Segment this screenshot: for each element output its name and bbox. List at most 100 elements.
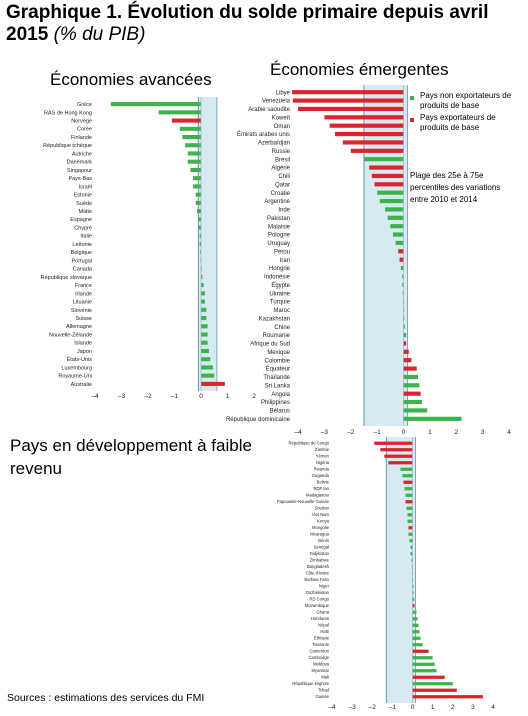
bar-2-4 bbox=[400, 467, 413, 471]
bar-1-37 bbox=[403, 399, 422, 405]
category-label-2-33: Cambodge bbox=[309, 655, 330, 660]
bar-0-13 bbox=[197, 209, 201, 214]
bar-2-2 bbox=[384, 454, 413, 458]
category-label-1-8: Brésil bbox=[275, 157, 290, 163]
category-label-2-1: Zambie bbox=[315, 447, 330, 452]
bar-2-37 bbox=[412, 682, 453, 686]
bar-0-17 bbox=[199, 241, 201, 247]
bar-1-4 bbox=[329, 123, 404, 128]
category-label-0-27: Allemagne bbox=[66, 324, 92, 330]
bar-1-34 bbox=[403, 374, 419, 380]
category-label-1-26: Maroc bbox=[273, 308, 290, 314]
bar-0-7 bbox=[187, 159, 201, 164]
x-tick-2-7: 3 bbox=[471, 704, 475, 711]
category-label-2-3: Nigéria bbox=[316, 460, 330, 465]
category-label-1-33: Équateur bbox=[266, 366, 290, 373]
bar-0-27 bbox=[201, 324, 208, 329]
bar-0-10 bbox=[193, 184, 201, 189]
bar-2-6 bbox=[403, 480, 413, 484]
legend-swatch-exporters bbox=[410, 118, 414, 122]
category-label-2-36: Mali bbox=[321, 675, 329, 680]
bar-1-7 bbox=[350, 148, 404, 153]
category-label-0-32: Luxembourg bbox=[61, 365, 92, 371]
bar-1-35 bbox=[403, 383, 420, 388]
bar-2-29 bbox=[412, 630, 420, 634]
bar-1-10 bbox=[371, 173, 404, 179]
bar-1-32 bbox=[403, 358, 412, 363]
bar-0-0 bbox=[110, 102, 201, 107]
bar-1-0 bbox=[292, 90, 404, 95]
category-label-0-4: Finlande bbox=[71, 135, 92, 141]
x-tick-2-0: –4 bbox=[328, 704, 336, 711]
x-tick-2-1: –3 bbox=[349, 704, 357, 711]
category-label-0-6: Autriche bbox=[72, 151, 92, 157]
x-tick-0-4: 0 bbox=[199, 393, 203, 400]
bar-1-3 bbox=[324, 115, 404, 120]
bar-1-29 bbox=[403, 332, 407, 338]
category-label-2-19: Bangladesh bbox=[307, 564, 330, 569]
bar-0-4 bbox=[182, 134, 201, 140]
chart-title-unit: (% du PIB) bbox=[53, 24, 146, 45]
category-label-0-7: Danemark bbox=[67, 160, 93, 166]
category-label-1-3: Koweït bbox=[272, 115, 291, 121]
bar-2-30 bbox=[412, 636, 421, 640]
category-label-2-4: Rwanda bbox=[314, 467, 330, 472]
x-tick-2-6: 2 bbox=[451, 704, 455, 711]
x-tick-2-3: –1 bbox=[389, 704, 397, 711]
category-label-0-26: Suisse bbox=[75, 316, 92, 322]
bar-1-24 bbox=[402, 291, 404, 296]
bar-1-19 bbox=[398, 249, 404, 254]
bar-2-27 bbox=[412, 617, 418, 621]
category-label-1-15: Pakistan bbox=[267, 216, 290, 222]
x-tick-1-0: –4 bbox=[294, 429, 302, 436]
category-label-2-13: Mongolie bbox=[312, 525, 330, 530]
category-label-0-34: Australie bbox=[71, 382, 92, 388]
bar-2-17 bbox=[410, 552, 413, 556]
bar-1-27 bbox=[403, 316, 405, 321]
category-label-2-7: RDP lao bbox=[313, 486, 329, 491]
x-tick-0-2: –2 bbox=[144, 393, 152, 400]
category-label-2-6: Bolivie bbox=[317, 480, 330, 485]
category-label-1-2: Arabie saoudite bbox=[248, 107, 290, 113]
category-label-0-11: Estonie bbox=[74, 193, 92, 199]
bar-2-23 bbox=[412, 591, 414, 595]
category-label-1-4: Oman bbox=[274, 124, 290, 130]
category-label-1-0: Libye bbox=[276, 90, 291, 96]
x-tick-2-4: 0 bbox=[411, 704, 415, 711]
bar-2-16 bbox=[410, 545, 413, 549]
category-label-2-31: Tanzanie bbox=[312, 642, 329, 647]
bar-2-14 bbox=[408, 532, 413, 536]
x-tick-1-7: 3 bbox=[481, 429, 485, 436]
x-tick-0-6: 2 bbox=[252, 393, 256, 400]
category-label-1-20: Iran bbox=[280, 258, 290, 264]
bar-0-32 bbox=[201, 365, 213, 370]
category-label-2-28: Népal bbox=[318, 623, 329, 628]
category-label-0-14: Espagne bbox=[70, 217, 92, 223]
category-label-2-17: Tadjikistan bbox=[309, 551, 329, 556]
bar-0-11 bbox=[195, 192, 201, 197]
bar-2-9 bbox=[405, 500, 413, 504]
bar-2-1 bbox=[380, 448, 413, 452]
category-label-1-32: Colombie bbox=[265, 358, 291, 364]
bar-1-14 bbox=[385, 207, 404, 212]
category-label-0-21: République slovaque bbox=[41, 275, 92, 281]
bar-1-13 bbox=[379, 198, 404, 204]
category-label-0-30: Japon bbox=[77, 349, 92, 355]
x-tick-0-1: –3 bbox=[118, 393, 126, 400]
bar-2-38 bbox=[412, 688, 457, 692]
bar-1-38 bbox=[403, 408, 428, 413]
panel-title-low-income: Pays en développement à faible revenu bbox=[10, 436, 252, 478]
bar-1-22 bbox=[402, 274, 404, 279]
bar-0-16 bbox=[199, 233, 201, 238]
category-label-1-35: Sri Lanka bbox=[265, 383, 291, 389]
legend-range: Plage des 25e à 75e percentiles des vari… bbox=[410, 171, 501, 204]
bar-2-26 bbox=[412, 610, 417, 614]
bar-2-28 bbox=[412, 623, 419, 627]
bar-0-22 bbox=[201, 283, 204, 288]
category-label-0-13: Malte bbox=[79, 209, 92, 215]
bar-0-2 bbox=[171, 118, 201, 123]
x-tick-1-1: –3 bbox=[321, 429, 329, 436]
category-label-0-8: Singapour bbox=[67, 168, 92, 174]
bar-2-15 bbox=[409, 539, 413, 543]
bar-2-39 bbox=[412, 695, 483, 699]
